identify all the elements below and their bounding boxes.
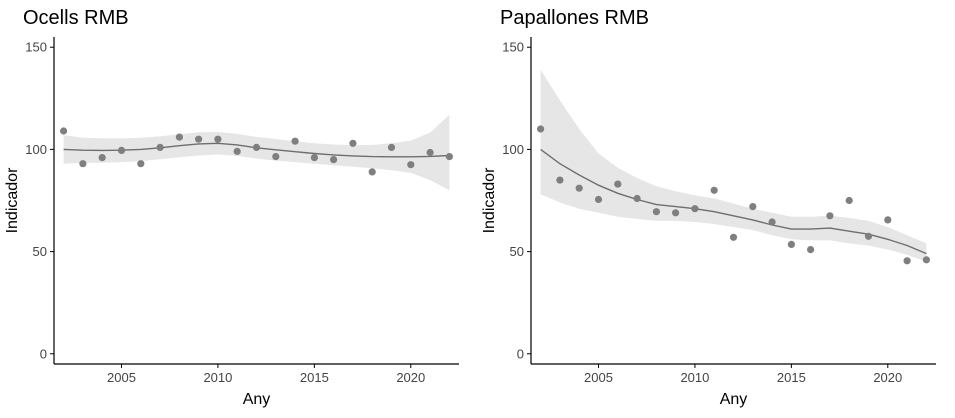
data-point — [652, 208, 661, 216]
chart-panel-2: 0 50 100 150 2005 2010 2015 2020 Papallones RMB A… — [481, 7, 936, 408]
data-point — [137, 160, 145, 168]
data-point — [903, 257, 911, 265]
data-point — [537, 125, 545, 133]
data-point — [233, 147, 241, 155]
data-point — [310, 154, 318, 162]
x-tick-label: 2015 — [777, 370, 806, 385]
x-tick-label: 2005 — [584, 370, 613, 385]
data-point — [175, 133, 183, 141]
data-point — [575, 184, 583, 192]
data-point — [922, 256, 931, 264]
chart-title: Papallones RMB — [500, 7, 649, 29]
y-tick-label: 50 — [510, 244, 524, 259]
data-point — [272, 153, 280, 161]
data-point — [79, 160, 87, 168]
y-tick-label: 50 — [33, 244, 47, 259]
data-point — [60, 127, 68, 135]
data-point — [749, 203, 757, 211]
chart-panel-1: 0 50 100 150 2005 2010 2015 2020 Ocells RMB Any In… — [4, 7, 459, 408]
data-point — [768, 218, 776, 226]
data-point — [291, 137, 299, 145]
trend-line — [540, 148, 927, 255]
y-tick-label: 150 — [502, 40, 524, 55]
y-tick-label: 0 — [40, 346, 47, 361]
data-point — [214, 135, 222, 143]
data-point — [349, 139, 357, 147]
y-tick-label: 100 — [25, 142, 47, 157]
data-point — [330, 156, 338, 164]
data-point — [117, 146, 126, 154]
x-tick-label: 2005 — [107, 370, 136, 385]
data-point — [252, 143, 261, 151]
data-point — [426, 148, 434, 157]
x-tick-label: 2020 — [873, 370, 902, 385]
data-point — [787, 240, 796, 248]
data-point — [826, 212, 834, 220]
data-point — [845, 196, 853, 205]
confidence-band — [540, 69, 927, 262]
data-point — [195, 135, 203, 143]
y-tick-label: 100 — [502, 142, 524, 157]
data-point — [614, 180, 622, 188]
x-tick-label: 2020 — [396, 370, 425, 385]
data-point — [633, 194, 641, 203]
data-point — [710, 186, 718, 194]
x-tick-label: 2015 — [300, 370, 329, 385]
x-tick-label: 2010 — [680, 370, 709, 385]
x-axis-title: Any — [243, 391, 271, 408]
data-point — [691, 205, 699, 213]
data-point — [98, 154, 106, 162]
y-axis-title: Indicador — [481, 167, 498, 233]
data-point — [156, 143, 164, 151]
data-point — [407, 161, 415, 169]
y-axis-title: Indicador — [4, 167, 21, 233]
data-point — [387, 143, 396, 151]
data-point — [884, 216, 892, 224]
data-point — [594, 195, 603, 204]
x-tick-label: 2010 — [203, 370, 232, 385]
y-tick-label: 0 — [517, 346, 524, 361]
confidence-band — [63, 114, 450, 191]
data-point — [556, 176, 564, 184]
data-point — [445, 153, 453, 161]
y-tick-label: 150 — [25, 40, 47, 55]
data-point — [672, 209, 680, 217]
x-axis-title: Any — [720, 391, 748, 408]
data-point — [368, 168, 376, 176]
data-point — [729, 233, 738, 241]
data-point — [864, 232, 873, 240]
data-point — [807, 246, 815, 254]
chart-title: Ocells RMB — [23, 7, 129, 29]
